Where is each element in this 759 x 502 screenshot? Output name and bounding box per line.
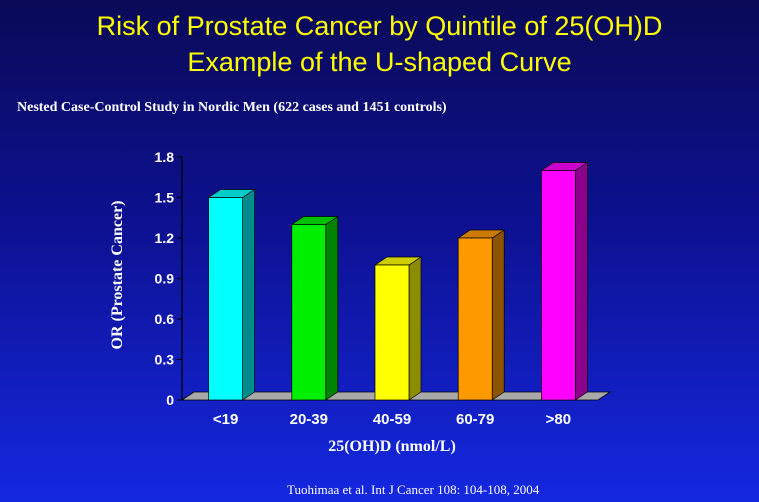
bar-3 [374, 264, 410, 401]
y-tick-label: 0 [166, 392, 174, 408]
bar-side-4 [491, 229, 505, 401]
y-axis-title: OR (Prostate Cancer) [109, 201, 126, 350]
bar-5 [541, 170, 576, 401]
bar-side-3 [408, 256, 422, 401]
y-tick-label: 0.9 [155, 271, 175, 287]
bar-4 [457, 237, 493, 401]
x-tick-label: 20-39 [290, 411, 328, 428]
bar-2 [291, 224, 327, 401]
slide-title-line1: Risk of Prostate Cancer by Quintile of 2… [96, 11, 663, 41]
bar-side-5 [575, 161, 588, 401]
y-tick-label: 1.5 [155, 190, 175, 206]
bar-1 [208, 197, 243, 401]
y-tick-label: 1.8 [155, 149, 175, 165]
bar-side-2 [325, 215, 339, 401]
bar-side-1 [242, 188, 255, 401]
y-tick-label: 0.3 [155, 352, 175, 368]
x-tick-label: 40-59 [373, 411, 411, 428]
x-tick-label: 60-79 [456, 411, 494, 428]
x-axis-title: 25(OH)D (nmol/L) [328, 438, 456, 455]
x-tick-label: <19 [213, 411, 238, 428]
slide-title-line2: Example of the U-shaped Curve [187, 47, 572, 77]
study-subtitle: Nested Case-Control Study in Nordic Men … [17, 100, 447, 115]
citation: Tuohimaa et al. Int J Cancer 108: 104-10… [287, 482, 540, 497]
y-tick-label: 1.2 [155, 230, 175, 246]
y-tick-label: 0.6 [155, 311, 175, 327]
x-tick-label: >80 [546, 411, 571, 428]
